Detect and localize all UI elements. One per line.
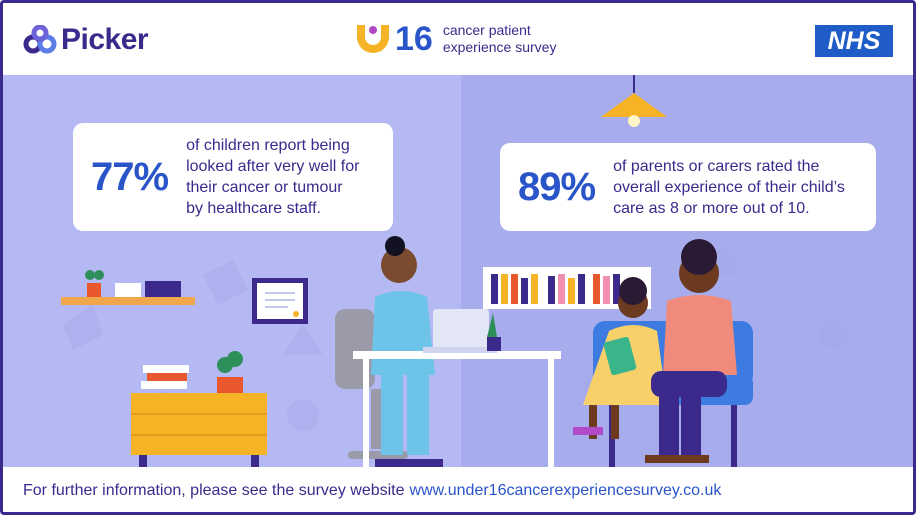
footer: For further information, please see the …: [3, 467, 913, 512]
certificate-frame: [252, 278, 308, 324]
stat-line: by healthcare staff.: [186, 200, 321, 217]
child-figure: [573, 277, 667, 439]
nhs-logo: NHS: [815, 25, 893, 57]
u-smile-icon: [357, 25, 389, 53]
stat-card-children: 77% of children report being looked afte…: [73, 123, 393, 231]
picker-logo: Picker: [23, 23, 149, 57]
stat-card-parents: 89% of parents or carers rated the overa…: [500, 143, 876, 231]
parent-figure: [645, 239, 737, 463]
ceiling-lamp-icon: [601, 75, 667, 127]
illustration-scene: 77% of children report being looked afte…: [3, 75, 913, 467]
picker-mark-icon: [23, 25, 57, 54]
stat-value: 89%: [518, 164, 596, 209]
footer-text: For further information, please see the …: [23, 482, 405, 499]
stat-description: of parents or carers rated the overall e…: [613, 156, 845, 219]
stat-description: of children report being looked after ve…: [186, 135, 359, 219]
stat-line: overall experience of their child’s: [613, 178, 845, 196]
clinic-illustration: [3, 75, 913, 467]
stat-line: of parents or carers rated the: [613, 157, 820, 175]
survey-name-line-1: cancer patient: [442, 22, 531, 38]
drawer-cabinet: [131, 351, 267, 467]
stat-value: 77%: [91, 154, 169, 199]
header: Picker 16 cancer patient experience surv…: [3, 3, 913, 75]
stat-line: their cancer or tumour: [186, 179, 343, 196]
survey-name-line-2: experience survey: [442, 39, 557, 55]
survey-website-link[interactable]: www.under16cancerexperiencesurvey.co.uk: [409, 482, 722, 499]
doctor-desk: [353, 309, 561, 467]
picker-wordmark: Picker: [61, 23, 149, 56]
survey-logo: 16 cancer patient experience survey: [353, 21, 556, 57]
survey-number: 16: [395, 20, 433, 58]
stat-line: care as 8 or more out of 10.: [613, 199, 810, 217]
stat-line: of children report being: [186, 137, 350, 154]
stat-line: looked after very well for: [186, 158, 360, 175]
survey-name: cancer patient experience survey: [443, 22, 557, 56]
shelf-left: [61, 270, 195, 305]
